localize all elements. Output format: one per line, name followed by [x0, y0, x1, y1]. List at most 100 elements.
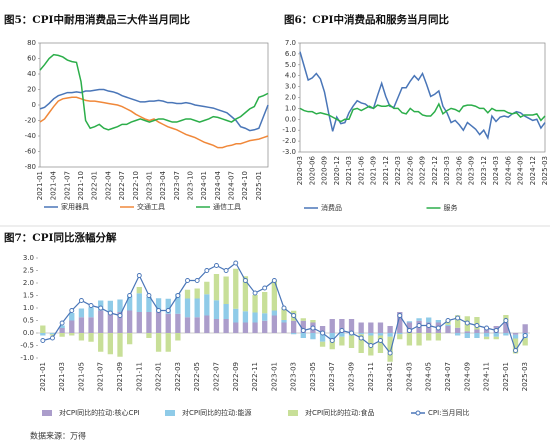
- bar: [49, 334, 56, 336]
- bar: [290, 333, 297, 335]
- bar: [262, 313, 268, 321]
- y-tick-label: 4.0: [285, 72, 296, 80]
- bar: [522, 324, 528, 333]
- x-tick-label: 2021-06: [357, 155, 365, 185]
- bar: [358, 333, 364, 335]
- bar: [98, 310, 104, 333]
- bar: [204, 315, 210, 333]
- bar: [387, 326, 393, 333]
- bar: [397, 312, 403, 333]
- x-tick-label: 2023-09: [348, 362, 356, 391]
- legend-label: 对CPI同比的拉动:核心CPI: [59, 408, 140, 417]
- x-tick-label: 2021-04: [50, 170, 58, 200]
- x-tick-label: 2024-07: [444, 362, 452, 391]
- bar: [155, 298, 162, 312]
- bar: [59, 328, 65, 333]
- x-tick-label: 2020-12: [333, 156, 341, 185]
- line-marker: [78, 298, 84, 303]
- y-tick-label: -80: [25, 163, 36, 171]
- bar: [155, 312, 162, 333]
- x-tick-label: 2023-09: [468, 156, 476, 185]
- bar: [69, 320, 75, 333]
- x-tick-label: 2023-06: [455, 155, 463, 185]
- x-tick-label: 2022-03: [394, 156, 402, 185]
- y-tick-label: 40: [27, 70, 36, 78]
- x-tick-label: 2020-06: [308, 155, 316, 185]
- y-tick-label: -1.0: [282, 126, 296, 134]
- bar: [194, 298, 200, 318]
- bar: [194, 288, 200, 299]
- bar: [136, 287, 142, 294]
- bar: [49, 333, 56, 335]
- bar: [117, 312, 123, 333]
- legend-label: 对CPI同比的拉动:食品: [305, 408, 375, 417]
- bar: [435, 320, 442, 323]
- x-tick-label: 2024-12: [529, 156, 537, 185]
- x-tick-label: 2024-01: [200, 171, 208, 200]
- bar: [88, 333, 94, 342]
- line-marker: [127, 293, 133, 298]
- line-marker: [136, 273, 142, 278]
- bar: [69, 313, 75, 321]
- bar: [377, 322, 384, 333]
- y-tick-label: 0: [32, 101, 36, 109]
- line-marker: [513, 348, 518, 353]
- bar: [348, 335, 355, 348]
- line-marker: [69, 308, 75, 313]
- line-marker: [50, 335, 55, 341]
- bar: [319, 333, 326, 342]
- x-tick-label: 2021-03: [58, 362, 66, 391]
- x-tick-label: 2023-04: [159, 170, 167, 200]
- y-tick-label: -2.0: [282, 137, 296, 145]
- x-tick-label: 2023-07: [173, 171, 181, 200]
- bar: [522, 338, 528, 346]
- bar: [300, 318, 306, 321]
- bar: [175, 333, 181, 341]
- bar: [358, 334, 364, 353]
- y-tick-label: -20: [25, 117, 36, 125]
- bar: [155, 333, 162, 352]
- y-tick-label: 80: [27, 39, 36, 47]
- y-tick-label: 2.0: [23, 279, 34, 287]
- bar: [136, 312, 142, 333]
- x-tick-label: 2021-09: [116, 362, 124, 391]
- x-tick-label: 2025-01: [255, 171, 263, 200]
- bar: [358, 322, 364, 333]
- series-line: [39, 88, 269, 132]
- bar: [146, 312, 152, 333]
- series-line: [299, 51, 546, 141]
- x-tick-label: 2023-01: [270, 362, 278, 391]
- line-marker: [464, 320, 470, 326]
- y-tick-label: 1.0: [285, 104, 296, 112]
- plot-frame: [299, 42, 546, 153]
- chart-title: 图6：CPI中消费品和服务当月同比: [284, 13, 449, 26]
- line-marker: [194, 278, 200, 283]
- bar: [387, 336, 393, 362]
- bar: [126, 310, 133, 333]
- bar: [339, 333, 345, 337]
- line-marker: [156, 308, 162, 313]
- line-marker: [214, 263, 219, 268]
- bar: [69, 333, 75, 336]
- bar: [474, 333, 480, 338]
- x-tick-label: 2023-07: [328, 362, 336, 391]
- bar: [483, 336, 490, 340]
- bar: [107, 312, 114, 333]
- bar: [213, 300, 220, 319]
- bar: [397, 334, 403, 340]
- y-tick-label: -60: [25, 148, 36, 156]
- y-tick-label: 0.0: [23, 329, 34, 337]
- bar: [233, 322, 239, 333]
- x-tick-label: 2022-01: [91, 171, 99, 200]
- x-tick-label: 2021-09: [370, 156, 378, 185]
- bar: [233, 308, 239, 323]
- line-marker: [378, 338, 383, 343]
- x-tick-label: 2022-10: [132, 171, 140, 200]
- y-tick-label: 5.0: [285, 61, 296, 69]
- bar: [107, 333, 114, 355]
- bar: [281, 322, 287, 333]
- line-marker: [522, 333, 528, 338]
- y-tick-label: 7.0: [285, 39, 296, 47]
- line-marker: [445, 318, 451, 323]
- x-tick-label: 2021-11: [135, 362, 143, 391]
